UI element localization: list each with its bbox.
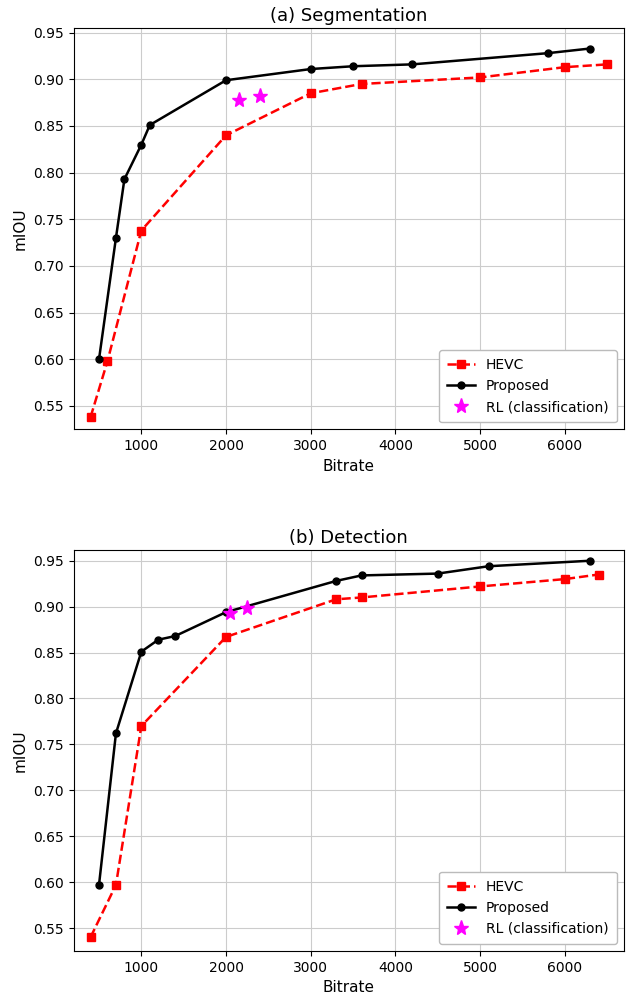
X-axis label: Bitrate: Bitrate	[323, 980, 375, 995]
Legend: HEVC, Proposed, RL (classification): HEVC, Proposed, RL (classification)	[439, 350, 617, 423]
Legend: HEVC, Proposed, RL (classification): HEVC, Proposed, RL (classification)	[439, 871, 617, 944]
Y-axis label: mIOU: mIOU	[13, 208, 28, 250]
Title: (a) Segmentation: (a) Segmentation	[270, 7, 428, 25]
X-axis label: Bitrate: Bitrate	[323, 459, 375, 474]
Title: (b) Detection: (b) Detection	[289, 528, 408, 546]
Y-axis label: mIOU: mIOU	[13, 729, 28, 771]
